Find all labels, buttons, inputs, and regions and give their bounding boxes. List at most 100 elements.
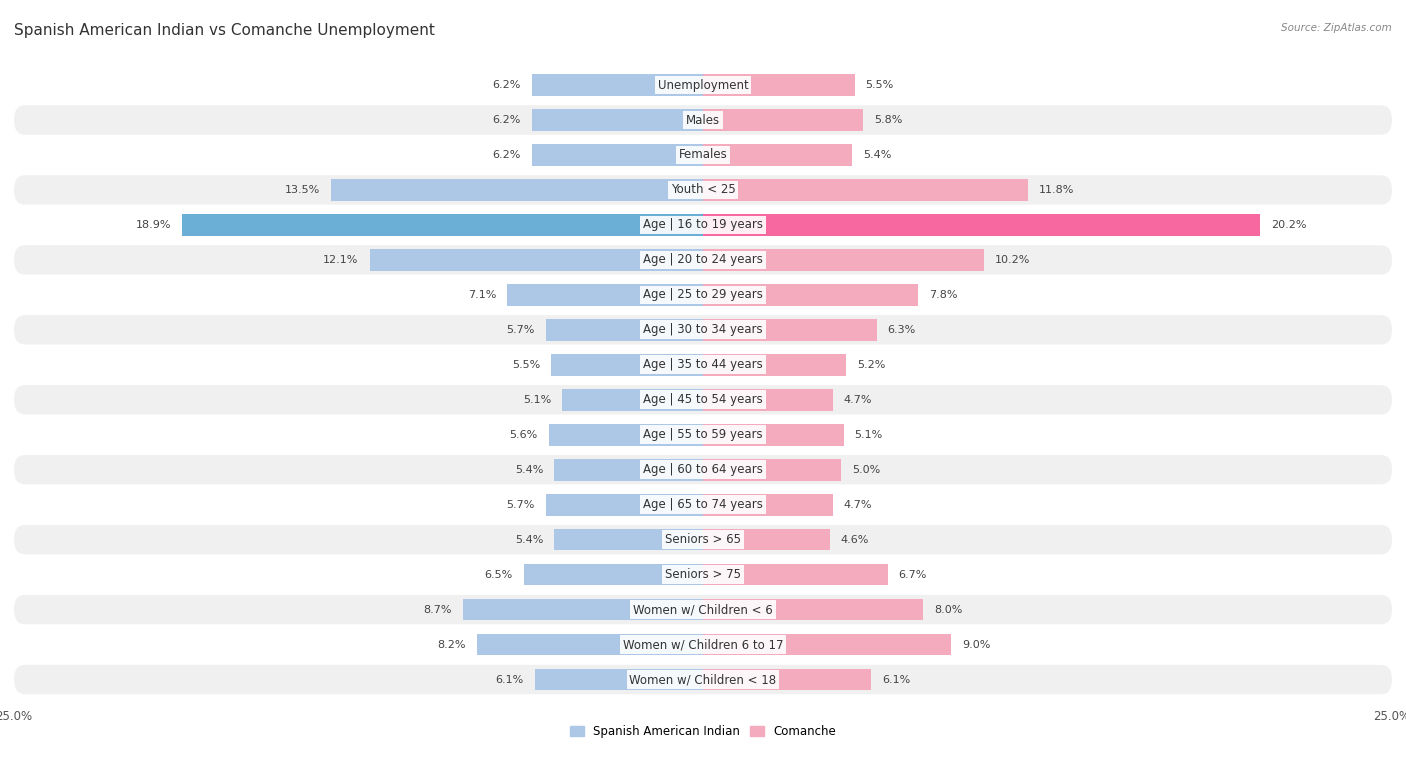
Text: 11.8%: 11.8% <box>1039 185 1074 195</box>
FancyBboxPatch shape <box>14 70 1392 100</box>
Bar <box>703 424 844 446</box>
Text: 8.7%: 8.7% <box>423 605 453 615</box>
FancyBboxPatch shape <box>14 280 1392 310</box>
FancyBboxPatch shape <box>14 105 1392 135</box>
Bar <box>703 459 841 481</box>
Bar <box>703 249 984 271</box>
Text: Seniors > 75: Seniors > 75 <box>665 568 741 581</box>
Text: 5.1%: 5.1% <box>855 430 883 440</box>
Bar <box>508 284 703 306</box>
Bar <box>703 319 876 341</box>
FancyBboxPatch shape <box>14 140 1392 170</box>
FancyBboxPatch shape <box>14 630 1392 659</box>
Text: 20.2%: 20.2% <box>1271 220 1306 230</box>
Text: 5.4%: 5.4% <box>863 150 891 160</box>
Text: 10.2%: 10.2% <box>995 255 1031 265</box>
Text: 6.3%: 6.3% <box>887 325 915 335</box>
Text: Women w/ Children 6 to 17: Women w/ Children 6 to 17 <box>623 638 783 651</box>
FancyBboxPatch shape <box>14 490 1392 519</box>
Text: 5.2%: 5.2% <box>858 360 886 370</box>
Text: Age | 55 to 59 years: Age | 55 to 59 years <box>643 428 763 441</box>
FancyBboxPatch shape <box>14 176 1392 204</box>
Bar <box>548 424 703 446</box>
FancyBboxPatch shape <box>14 315 1392 344</box>
FancyBboxPatch shape <box>14 455 1392 484</box>
Text: Seniors > 65: Seniors > 65 <box>665 533 741 546</box>
Text: Women w/ Children < 6: Women w/ Children < 6 <box>633 603 773 616</box>
Text: Source: ZipAtlas.com: Source: ZipAtlas.com <box>1281 23 1392 33</box>
Bar <box>703 144 852 166</box>
Text: 8.0%: 8.0% <box>935 605 963 615</box>
Text: 5.5%: 5.5% <box>866 80 894 90</box>
Text: Unemployment: Unemployment <box>658 79 748 92</box>
Bar <box>703 668 872 690</box>
Text: Age | 16 to 19 years: Age | 16 to 19 years <box>643 219 763 232</box>
Bar <box>524 564 703 585</box>
Bar <box>554 459 703 481</box>
Text: Spanish American Indian vs Comanche Unemployment: Spanish American Indian vs Comanche Unem… <box>14 23 434 38</box>
Bar <box>554 529 703 550</box>
Text: 6.1%: 6.1% <box>882 674 910 684</box>
Bar <box>703 494 832 516</box>
Text: 5.0%: 5.0% <box>852 465 880 475</box>
Bar <box>546 494 703 516</box>
Bar <box>703 214 1260 235</box>
Bar <box>463 599 703 621</box>
Bar <box>551 354 703 375</box>
Text: 4.7%: 4.7% <box>844 394 872 405</box>
Bar <box>477 634 703 656</box>
FancyBboxPatch shape <box>14 350 1392 379</box>
Text: 7.8%: 7.8% <box>929 290 957 300</box>
Bar <box>703 599 924 621</box>
FancyBboxPatch shape <box>14 385 1392 415</box>
Text: Age | 30 to 34 years: Age | 30 to 34 years <box>643 323 763 336</box>
FancyBboxPatch shape <box>14 245 1392 275</box>
Bar <box>531 74 703 96</box>
Text: Age | 65 to 74 years: Age | 65 to 74 years <box>643 498 763 511</box>
Text: Males: Males <box>686 114 720 126</box>
Bar <box>370 249 703 271</box>
Legend: Spanish American Indian, Comanche: Spanish American Indian, Comanche <box>565 721 841 743</box>
FancyBboxPatch shape <box>14 420 1392 450</box>
Text: 12.1%: 12.1% <box>323 255 359 265</box>
Text: 5.7%: 5.7% <box>506 500 534 509</box>
Text: 9.0%: 9.0% <box>962 640 990 650</box>
Bar <box>703 564 887 585</box>
Bar <box>703 74 855 96</box>
Text: 7.1%: 7.1% <box>468 290 496 300</box>
Text: 5.6%: 5.6% <box>509 430 537 440</box>
Text: 8.2%: 8.2% <box>437 640 465 650</box>
Text: 6.5%: 6.5% <box>485 569 513 580</box>
Bar <box>703 109 863 131</box>
Text: 5.4%: 5.4% <box>515 465 543 475</box>
Text: 6.1%: 6.1% <box>496 674 524 684</box>
Bar <box>531 109 703 131</box>
Text: 5.8%: 5.8% <box>875 115 903 125</box>
Text: 6.2%: 6.2% <box>492 115 522 125</box>
Text: 6.2%: 6.2% <box>492 80 522 90</box>
FancyBboxPatch shape <box>14 595 1392 625</box>
Text: 6.7%: 6.7% <box>898 569 927 580</box>
FancyBboxPatch shape <box>14 210 1392 240</box>
Bar <box>703 389 832 410</box>
FancyBboxPatch shape <box>14 525 1392 554</box>
Text: Women w/ Children < 18: Women w/ Children < 18 <box>630 673 776 686</box>
Bar <box>703 354 846 375</box>
Text: Age | 20 to 24 years: Age | 20 to 24 years <box>643 254 763 266</box>
Bar <box>546 319 703 341</box>
Text: 6.2%: 6.2% <box>492 150 522 160</box>
Bar <box>534 668 703 690</box>
Text: 5.5%: 5.5% <box>512 360 540 370</box>
Text: 4.7%: 4.7% <box>844 500 872 509</box>
Bar <box>330 179 703 201</box>
FancyBboxPatch shape <box>14 560 1392 589</box>
Bar <box>183 214 703 235</box>
Text: Age | 35 to 44 years: Age | 35 to 44 years <box>643 358 763 371</box>
Text: Age | 25 to 29 years: Age | 25 to 29 years <box>643 288 763 301</box>
Bar <box>703 634 950 656</box>
Bar <box>531 144 703 166</box>
Text: Females: Females <box>679 148 727 161</box>
Text: 5.7%: 5.7% <box>506 325 534 335</box>
FancyBboxPatch shape <box>14 665 1392 694</box>
Text: Age | 60 to 64 years: Age | 60 to 64 years <box>643 463 763 476</box>
